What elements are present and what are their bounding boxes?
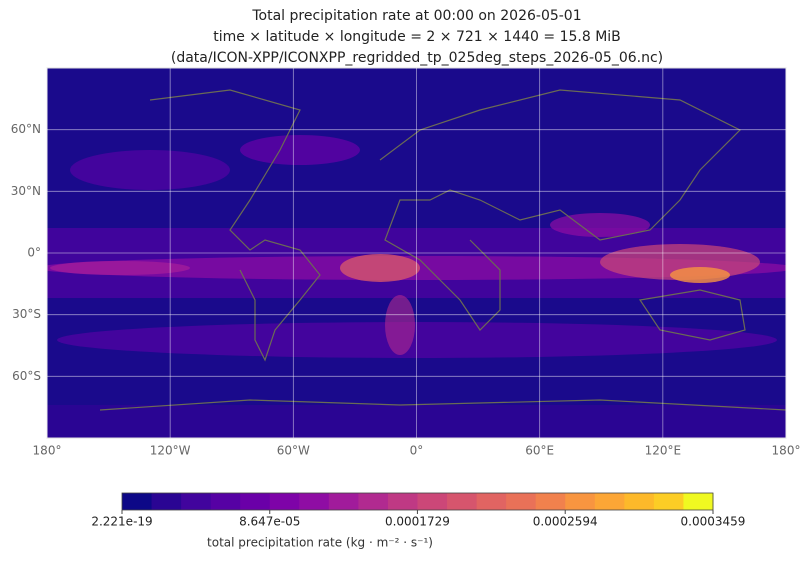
title-line: time × latitude × longitude = 2 × 721 × … xyxy=(213,29,621,45)
x-tick-label: 60°E xyxy=(525,444,554,458)
colorbar-segment xyxy=(210,493,241,510)
x-tick-label: 120°W xyxy=(150,444,191,458)
colorbar-segment xyxy=(151,493,182,510)
colorbar-segment xyxy=(269,493,300,510)
colorbar-tick-label: 0.0002594 xyxy=(533,515,598,529)
colorbar-tick-label: 0.0003459 xyxy=(681,515,746,529)
y-tick-label: 30°N xyxy=(11,184,41,198)
colorbar-segment xyxy=(181,493,212,510)
colorbar-segment xyxy=(594,493,625,510)
x-tick-label: 180° xyxy=(772,444,801,458)
colorbar-segment xyxy=(683,493,714,510)
title-line: Total precipitation rate at 00:00 on 202… xyxy=(251,8,581,24)
colorbar-tick-label: 0.0001729 xyxy=(385,515,450,529)
colorbar-segment xyxy=(417,493,448,510)
colorbar-segment xyxy=(653,493,684,510)
colorbar-segment xyxy=(506,493,537,510)
colorbar-segment xyxy=(476,493,507,510)
y-tick-label: 30°S xyxy=(12,307,41,321)
colorbar-tick-label: 8.647e-05 xyxy=(239,515,300,529)
colorbar-segment xyxy=(387,493,418,510)
y-tick-label: 60°S xyxy=(12,369,41,383)
title-line: (data/ICON-XPP/ICONXPP_regridded_tp_025d… xyxy=(171,50,663,66)
colorbar-segment xyxy=(240,493,271,510)
colorbar-segment xyxy=(328,493,359,510)
y-tick-label: 0° xyxy=(27,246,41,260)
y-tick-label: 60°N xyxy=(11,122,41,136)
x-tick-label: 60°W xyxy=(277,444,310,458)
colorbar-tick-label: 2.221e-19 xyxy=(91,515,152,529)
colorbar-segment xyxy=(624,493,655,510)
colorbar-segment xyxy=(299,493,330,510)
colorbar-segment xyxy=(358,493,389,510)
x-tick-label: 0° xyxy=(410,444,424,458)
colorbar-label: total precipitation rate (kg · m⁻² · s⁻¹… xyxy=(207,536,433,550)
colorbar-segment xyxy=(122,493,153,510)
colorbar-segment xyxy=(565,493,596,510)
colorbar-segment xyxy=(447,493,478,510)
colorbar-segment xyxy=(535,493,566,510)
x-tick-label: 180° xyxy=(33,444,62,458)
x-tick-label: 120°E xyxy=(645,444,682,458)
